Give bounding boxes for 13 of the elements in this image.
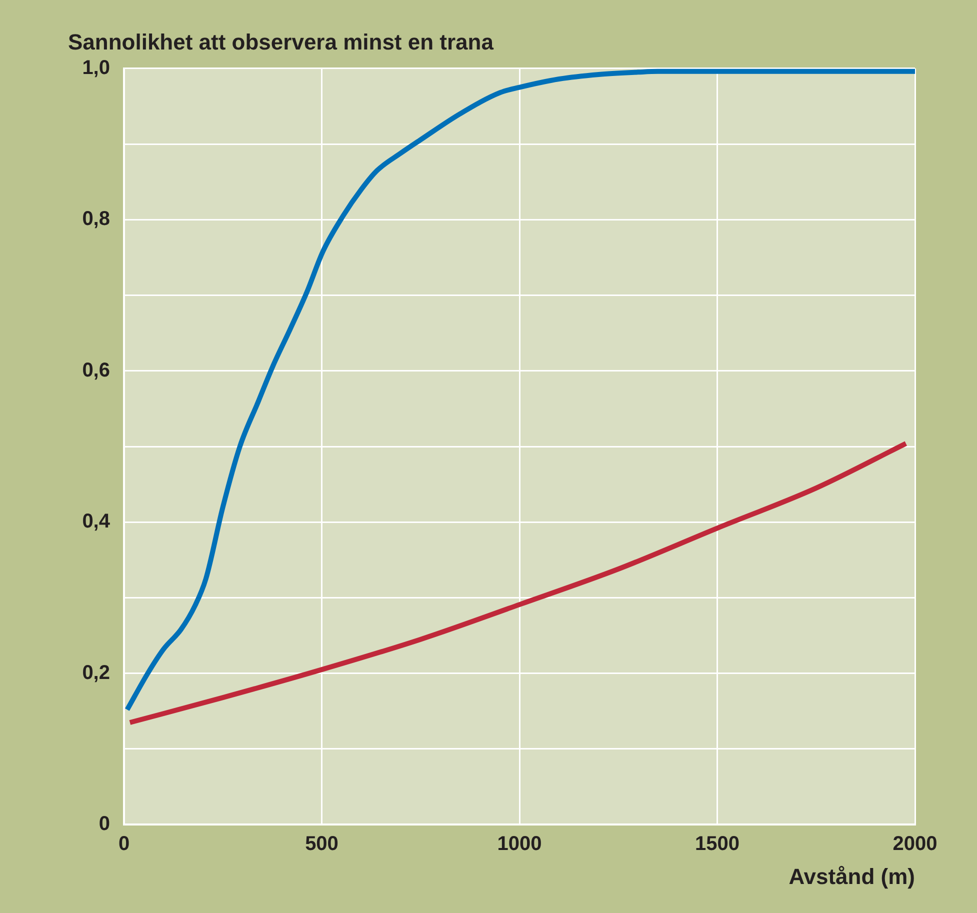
y-tick-label: 0,4 — [82, 510, 111, 533]
chart-title: Sannolikhet att observera minst en trana — [68, 29, 494, 54]
y-tick-label: 0,2 — [82, 662, 110, 684]
x-axis-title: Avstånd (m) — [788, 864, 915, 889]
x-tick-label: 1500 — [695, 833, 740, 856]
x-tick-label: 1000 — [497, 833, 542, 856]
y-tick-label: 0 — [98, 813, 110, 836]
x-tick-label: 500 — [305, 833, 338, 856]
y-tick-label: 1,0 — [82, 56, 110, 79]
y-tick-label: 0,6 — [82, 359, 110, 382]
x-tick-label: 2000 — [892, 833, 938, 856]
x-tick-label: 0 — [118, 833, 130, 856]
y-tick-label: 0,8 — [82, 208, 110, 230]
